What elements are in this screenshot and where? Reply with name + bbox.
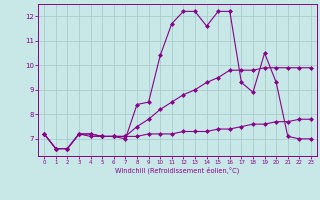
X-axis label: Windchill (Refroidissement éolien,°C): Windchill (Refroidissement éolien,°C) <box>116 167 240 174</box>
